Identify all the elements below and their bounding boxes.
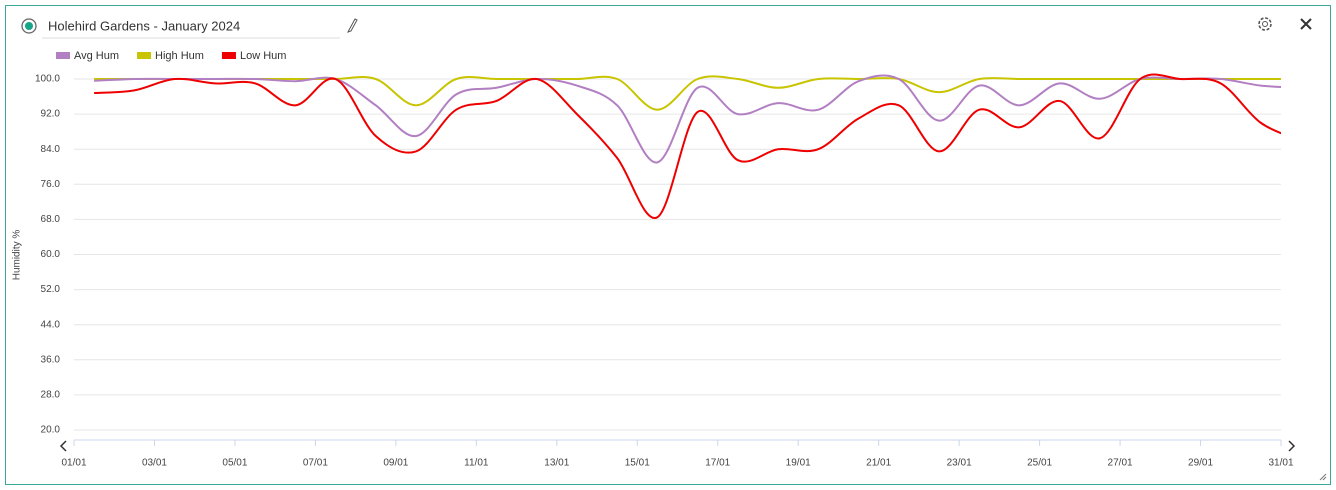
legend-swatch (56, 52, 70, 59)
x-tick-label: 31/01 (1268, 458, 1293, 469)
status-icon (21, 18, 37, 34)
x-tick-label: 01/01 (61, 458, 86, 469)
scroll-left[interactable] (59, 440, 67, 452)
edit-icon[interactable] (347, 18, 358, 33)
legend-label: Low Hum (240, 50, 286, 62)
close-icon[interactable] (1300, 18, 1312, 30)
x-tick-label: 03/01 (142, 458, 167, 469)
y-tick-label: 76.0 (41, 179, 61, 190)
series-line (94, 74, 1281, 164)
legend-label: High Hum (155, 50, 204, 62)
y-tick-label: 36.0 (41, 354, 61, 365)
x-tick-label: 27/01 (1108, 458, 1133, 469)
legend-swatch (221, 52, 236, 59)
status-dot (25, 22, 33, 30)
x-tick-label: 17/01 (705, 458, 730, 469)
x-tick-label: 29/01 (1188, 458, 1213, 469)
y-tick-label: 60.0 (41, 249, 61, 260)
x-tick-label: 05/01 (222, 458, 247, 469)
y-tick-label: 68.0 (41, 214, 61, 225)
x-tick-label: 11/01 (464, 458, 489, 469)
series-line (94, 75, 1281, 111)
series-line (94, 73, 1281, 219)
y-tick-label: 92.0 (41, 109, 61, 120)
y-tick-label: 44.0 (41, 319, 61, 330)
settings-icon[interactable] (1258, 17, 1272, 31)
legend-label: Avg Hum (74, 50, 119, 62)
legend-swatch (137, 52, 152, 59)
y-tick-label: 28.0 (41, 390, 61, 401)
x-tick-label: 23/01 (947, 458, 972, 469)
x-tick-label: 09/01 (383, 458, 408, 469)
x-tick-label: 25/01 (1027, 458, 1052, 469)
scroll-right[interactable] (1288, 440, 1296, 452)
plot-area (94, 73, 1281, 219)
y-tick-label: 84.0 (41, 144, 61, 155)
y-tick-label: 100.0 (35, 74, 60, 85)
x-tick-label: 13/01 (544, 458, 569, 469)
y-axis-title: Humidity % (12, 230, 23, 281)
y-tick-label: 20.0 (41, 425, 61, 436)
resize-handle[interactable] (1319, 473, 1327, 481)
x-tick-label: 07/01 (303, 458, 328, 469)
widget-title: Holehird Gardens - January 2024 (48, 18, 240, 33)
x-tick-label: 15/01 (625, 458, 650, 469)
x-tick-label: 21/01 (866, 458, 891, 469)
y-tick-label: 52.0 (41, 284, 61, 295)
widget-frame (5, 5, 1331, 485)
x-tick-label: 19/01 (786, 458, 811, 469)
